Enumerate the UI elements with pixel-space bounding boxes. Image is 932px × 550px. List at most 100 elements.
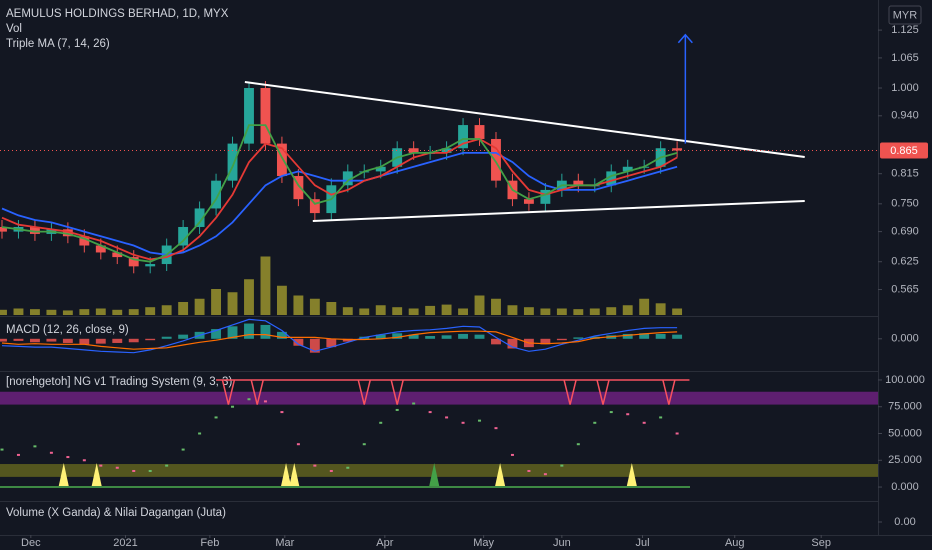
macd-histogram [622, 333, 633, 339]
top-line-dip [250, 379, 264, 405]
candle-body [0, 226, 7, 232]
signal-triangle [91, 463, 102, 487]
macd-histogram [639, 333, 650, 339]
macd-histogram [408, 334, 419, 339]
x-tick-label: Mar [275, 537, 294, 549]
macd-histogram [13, 338, 24, 341]
candle-body [145, 264, 156, 267]
candle-body [79, 236, 90, 246]
oscillator-point [247, 398, 251, 401]
volume-bar [161, 305, 172, 315]
signal-triangle [495, 463, 506, 487]
oscillator-point [99, 464, 103, 467]
y-tick-label: 0.00 [894, 516, 915, 528]
macd-histogram [425, 336, 436, 339]
volume-bar [194, 298, 205, 315]
macd-histogram [95, 338, 106, 344]
y-tick-label: 0.625 [891, 256, 919, 268]
candle-body [276, 143, 287, 177]
signal-triangle [281, 463, 292, 487]
macd-histogram [62, 338, 73, 343]
macd-histogram [244, 323, 254, 339]
currency: MYR [893, 9, 918, 21]
x-tick-label: Aug [725, 537, 745, 549]
candle-body [375, 166, 386, 172]
volume-bar [408, 308, 419, 315]
band [0, 391, 878, 405]
macd-legend: MACD (12, 26, close, 9) [6, 324, 129, 336]
candle-body [29, 226, 40, 234]
ma-legend: Triple MA (7, 14, 26) [6, 38, 110, 50]
oscillator-point [428, 411, 432, 414]
macd-histogram [491, 338, 501, 345]
volume-bar [260, 256, 271, 315]
oscillator-point [329, 469, 333, 472]
macd-histogram [474, 334, 485, 339]
oscillator-point [313, 464, 317, 467]
currency-box[interactable] [888, 5, 922, 25]
last-price-label: 0.865 [890, 145, 918, 157]
oscillator-point [494, 427, 498, 430]
volume-bar [573, 309, 584, 315]
candle-body [523, 199, 534, 204]
y-tick-label: 0.000 [891, 333, 919, 345]
volume-bar [639, 298, 650, 315]
moving-average [1, 124, 678, 263]
candle-body [441, 148, 452, 153]
oscillator-point [626, 413, 630, 416]
volume-legend: Vol [6, 23, 22, 35]
oscillator-point [461, 421, 465, 424]
oscillator-point [527, 469, 531, 472]
signal-triangle [429, 463, 440, 487]
signal-triangle [289, 463, 300, 487]
macd-histogram [0, 338, 7, 342]
oscillator-point [395, 408, 399, 411]
top-line-dip [357, 379, 371, 405]
volume-bar [112, 309, 123, 315]
oscillator-point [560, 464, 564, 467]
trendline [312, 200, 805, 222]
volume-bar [458, 308, 468, 315]
oscillator-point [609, 411, 613, 414]
candle-body [458, 125, 468, 149]
candle-body [474, 125, 485, 139]
candle-body [540, 189, 551, 204]
trendline [244, 81, 805, 159]
oscillator-point [132, 469, 136, 472]
macd-histogram [46, 338, 57, 342]
oscillator-point [659, 416, 663, 419]
oscillator-point [543, 473, 547, 476]
macd-histogram [556, 338, 567, 341]
top-line-dip [662, 379, 676, 405]
oscillator-point [445, 416, 449, 419]
y-tick-label: 0.000 [891, 481, 919, 493]
last-price-box [880, 142, 928, 159]
volume-bar [227, 292, 238, 315]
volume-bar [392, 307, 403, 315]
oscillator-point [576, 443, 580, 446]
volume-bar [359, 308, 370, 315]
y-tick-label: 75.000 [888, 401, 922, 413]
candle-body [244, 88, 254, 144]
candle-body [606, 171, 617, 186]
candle-body [622, 166, 633, 172]
band [0, 464, 878, 477]
oscillator-point [296, 443, 300, 446]
macd-histogram [227, 326, 238, 339]
volume-bar [491, 298, 501, 315]
volume-bar [474, 295, 485, 315]
volume-bar [507, 305, 518, 315]
volume-bar [244, 279, 254, 315]
signal-triangle [58, 463, 69, 487]
oscillator-point [0, 448, 4, 451]
volume-bar [29, 309, 40, 315]
volume-bar [46, 309, 57, 315]
x-tick-label: 2021 [113, 537, 137, 549]
top-line-dip [563, 379, 577, 405]
arrow-head [677, 33, 693, 44]
oscillator-point [642, 421, 646, 424]
macd-histogram [507, 338, 518, 349]
candle-body [672, 148, 683, 151]
volume-bar [425, 305, 436, 315]
macd-line [1, 318, 678, 354]
